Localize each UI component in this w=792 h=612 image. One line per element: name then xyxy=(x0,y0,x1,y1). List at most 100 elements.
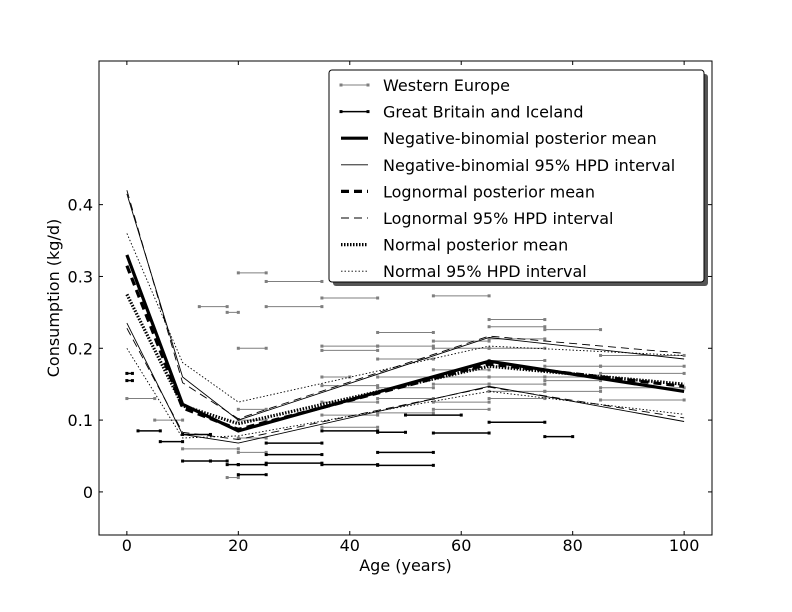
great-britain-iceland-marker xyxy=(404,413,407,417)
western-europe-marker xyxy=(682,398,686,402)
normal-95-hpd-interval-lower-line xyxy=(126,348,685,439)
western-europe-marker xyxy=(181,447,185,451)
western-europe-marker xyxy=(376,411,380,415)
great-britain-iceland-marker xyxy=(320,453,324,457)
western-europe-marker xyxy=(320,425,324,429)
legend-label: Negative-binomial 95% HPD interval xyxy=(383,156,675,175)
western-europe-marker xyxy=(487,318,491,322)
western-europe-marker xyxy=(376,375,380,379)
western-europe-marker xyxy=(225,305,229,309)
western-europe-marker xyxy=(320,348,324,352)
western-europe-marker xyxy=(264,271,268,275)
great-britain-iceland-marker xyxy=(181,459,185,463)
western-europe-marker xyxy=(264,450,268,454)
western-europe-marker xyxy=(431,346,435,350)
legend-label: Normal posterior mean xyxy=(383,236,568,255)
lognormal-posterior-mean-line xyxy=(125,265,685,432)
legend-swatch-marker xyxy=(366,110,370,114)
lognormal-95-hpd-interval-upper-line xyxy=(126,190,685,420)
great-britain-iceland-marker xyxy=(320,463,324,467)
western-europe-marker xyxy=(431,400,435,404)
great-britain-iceland-marker xyxy=(431,431,435,435)
great-britain-iceland-marker xyxy=(431,463,435,467)
western-europe-marker xyxy=(543,337,547,341)
western-europe-marker xyxy=(376,357,380,361)
plot-frame xyxy=(98,60,713,536)
western-europe-marker xyxy=(543,382,547,386)
western-europe-marker xyxy=(487,389,491,393)
western-europe-marker xyxy=(599,364,603,368)
western-europe-marker xyxy=(487,407,491,411)
great-britain-iceland-marker xyxy=(487,431,491,435)
western-europe-marker xyxy=(599,353,603,357)
great-britain-iceland-marker xyxy=(376,450,380,454)
western-europe-marker xyxy=(599,389,603,393)
western-europe-marker xyxy=(543,375,547,379)
y-tick-label: 0.4 xyxy=(68,196,93,215)
western-europe-marker xyxy=(320,384,324,388)
legend-swatch-marker xyxy=(339,110,343,114)
y-axis-label: Consumption (kg/d) xyxy=(44,219,63,378)
western-europe-marker xyxy=(236,436,240,440)
great-britain-iceland-marker xyxy=(431,450,435,454)
western-europe-marker xyxy=(320,413,324,417)
great-britain-iceland-marker xyxy=(320,429,324,433)
great-britain-iceland-intervals xyxy=(125,371,575,477)
western-europe-marker xyxy=(431,357,435,361)
western-europe-marker xyxy=(264,279,268,283)
western-europe-marker xyxy=(543,379,547,383)
legend-entries: Western Europe Great Britain and Iceland N… xyxy=(339,76,675,281)
western-europe-marker xyxy=(487,400,491,404)
western-europe-marker xyxy=(431,411,435,415)
great-britain-iceland-marker xyxy=(236,473,240,477)
legend-swatch-marker xyxy=(339,83,343,87)
western-europe-marker xyxy=(431,330,435,334)
western-europe-marker xyxy=(487,294,491,298)
legend-label: Western Europe xyxy=(383,76,510,95)
western-europe-marker xyxy=(320,279,324,283)
western-europe-marker xyxy=(320,296,324,300)
western-europe-marker xyxy=(431,339,435,343)
western-europe-marker xyxy=(264,418,268,422)
western-europe-marker xyxy=(236,450,240,454)
western-europe-marker xyxy=(487,397,491,401)
western-europe-marker xyxy=(543,397,547,401)
western-europe-marker xyxy=(543,364,547,368)
great-britain-iceland-marker xyxy=(376,430,380,434)
western-europe-marker xyxy=(376,425,380,429)
lognormal-95-hpd-interval-lower-line xyxy=(126,327,685,440)
legend-label: Normal 95% HPD interval xyxy=(383,262,587,281)
western-europe-marker xyxy=(487,337,491,341)
great-britain-iceland-marker xyxy=(264,461,268,465)
great-britain-iceland-marker xyxy=(264,441,268,445)
great-britain-iceland-marker xyxy=(543,420,547,424)
western-europe-marker xyxy=(320,400,324,404)
y-tick-label: 0.1 xyxy=(68,411,93,430)
legend-swatch-marker xyxy=(366,83,370,87)
western-europe-marker xyxy=(376,384,380,388)
western-europe-marker xyxy=(197,305,201,309)
western-europe-marker xyxy=(236,476,240,480)
x-tick-label: 20 xyxy=(228,536,248,555)
great-britain-iceland-marker xyxy=(225,459,229,463)
great-britain-iceland-marker xyxy=(320,441,324,445)
x-axis-ticks: 0 20 40 60 80 100 xyxy=(122,61,699,555)
western-europe-marker xyxy=(320,375,324,379)
western-europe-marker xyxy=(599,379,603,383)
western-europe-marker xyxy=(376,330,380,334)
y-tick-label: 0 xyxy=(83,483,93,502)
western-europe-marker xyxy=(376,348,380,352)
western-europe-marker xyxy=(431,382,435,386)
legend-box xyxy=(328,69,705,283)
great-britain-iceland-marker xyxy=(225,463,229,467)
western-europe-marker xyxy=(264,305,268,309)
western-europe-marker xyxy=(153,418,157,422)
western-europe-marker xyxy=(599,371,603,375)
western-europe-marker xyxy=(236,447,240,451)
western-europe-marker xyxy=(543,346,547,350)
great-britain-iceland-marker xyxy=(125,379,129,383)
great-britain-iceland-marker xyxy=(181,440,185,444)
western-europe-marker xyxy=(487,339,491,343)
x-tick-label: 40 xyxy=(340,536,360,555)
western-europe-marker xyxy=(543,325,547,329)
